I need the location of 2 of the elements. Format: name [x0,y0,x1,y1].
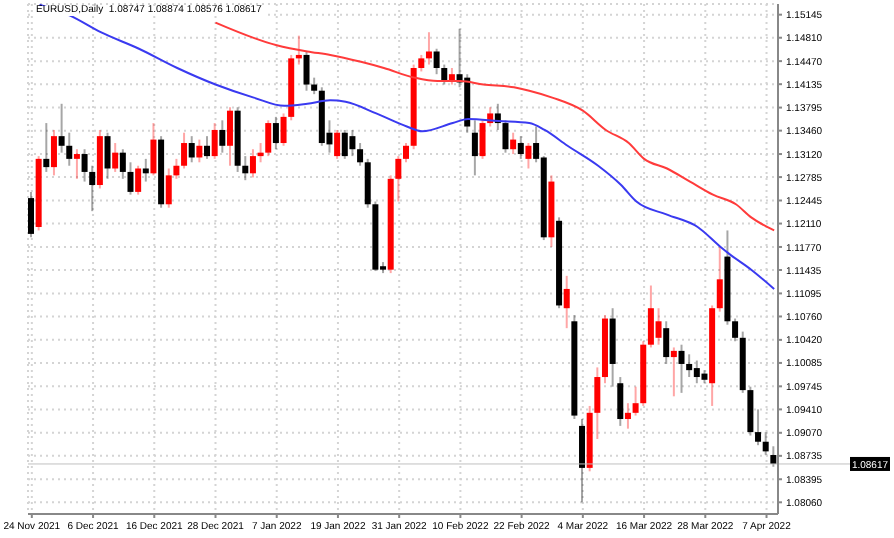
line-series [214,21,776,232]
line-series [38,4,776,290]
